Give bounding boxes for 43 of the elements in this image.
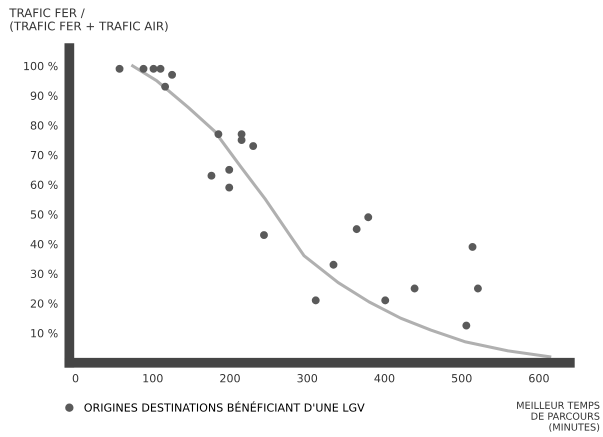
point: [462, 322, 470, 330]
point: [249, 142, 258, 150]
y-tick-label: 70 %: [30, 150, 58, 160]
point: [225, 184, 234, 192]
y-tick-label: 10 %: [31, 329, 58, 338]
chart-title: TRAFIC FER / (TRAFIC FER + TRAFIC AIR): [9, 8, 168, 32]
y-tick-label: 60 %: [30, 180, 58, 189]
x-tick-label: 300: [297, 374, 318, 382]
x-tick-label: 500: [452, 374, 472, 382]
y-tick-label: 30 %: [30, 270, 58, 278]
x-tick-label: 600: [529, 374, 549, 382]
y-tick-label: 90 %: [30, 92, 58, 100]
y-tick-label: 40 %: [30, 240, 58, 248]
point: [364, 213, 372, 222]
x-tick-label: 0: [72, 374, 78, 382]
point: [410, 284, 419, 292]
point: [214, 130, 222, 138]
y-tick-label: 100 %: [24, 62, 58, 70]
point: [116, 64, 124, 73]
x-tick-label: 200: [220, 374, 240, 382]
x-axis-title: MEILLEUR TEMPS DE PARCOURS (MINUTES): [517, 402, 600, 432]
point: [352, 225, 361, 234]
y-tick-label: 80 %: [30, 121, 58, 130]
y-tick-label: 50 %: [30, 210, 58, 219]
x-tick-label: 100: [143, 374, 163, 382]
point: [140, 64, 148, 73]
point: [238, 136, 246, 144]
x-tick-label: 400: [374, 374, 394, 382]
point: [330, 260, 338, 269]
point: [168, 70, 176, 79]
point: [161, 82, 170, 91]
y-tick-label: 20 %: [30, 299, 58, 308]
point: [468, 242, 476, 251]
legend-label: ORIGINES DESTINATIONS BÉNÉFICIANT D'UNE LGV: [84, 401, 365, 412]
point: [312, 296, 320, 304]
point: [474, 284, 482, 292]
point: [156, 64, 164, 73]
point: [150, 64, 158, 73]
line-series: [131, 64, 552, 358]
point: [225, 166, 234, 174]
point: [381, 296, 390, 304]
point: [260, 231, 268, 240]
point: [208, 172, 216, 180]
